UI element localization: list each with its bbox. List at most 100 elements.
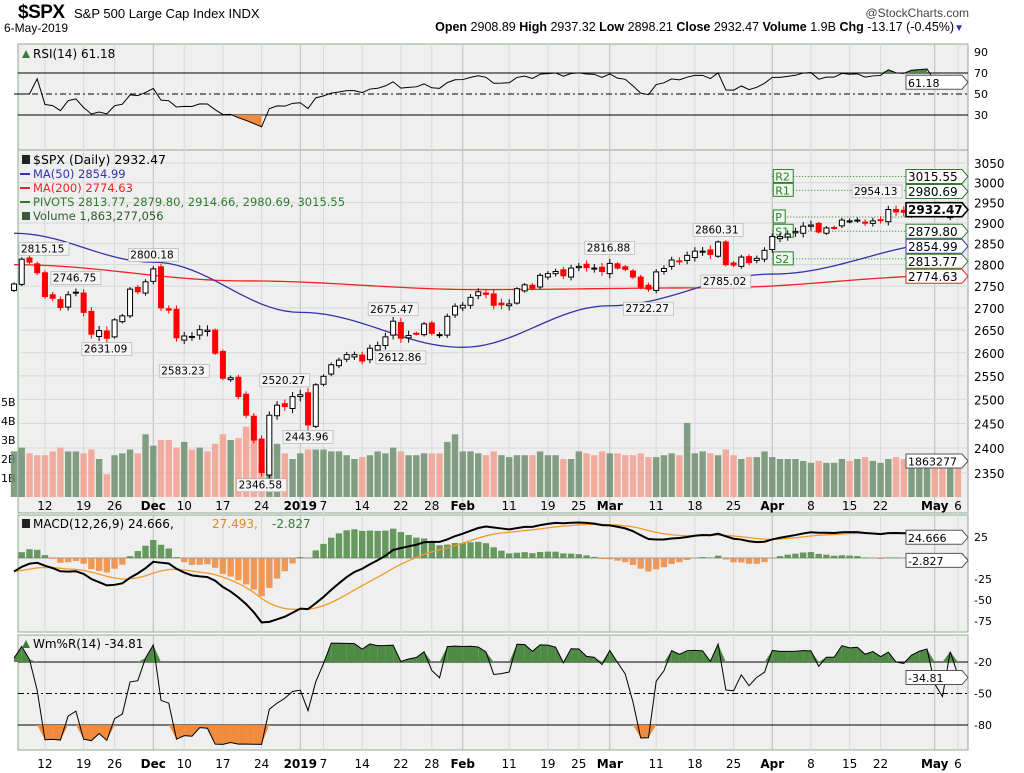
annotation-box	[158, 364, 210, 378]
volume-bar	[614, 453, 621, 497]
candle-body	[575, 265, 582, 269]
volume-value: 1.9B	[810, 20, 836, 34]
price-tag-label: 2813.77	[908, 255, 958, 269]
wmr-overbought-fill	[331, 643, 339, 662]
wmr-overbought-fill	[865, 651, 873, 662]
price-annotation: 2675.47	[370, 304, 413, 316]
volume-bar	[714, 455, 722, 497]
candle-body	[243, 393, 250, 416]
candle-body	[428, 322, 435, 334]
volume-bar	[629, 455, 637, 497]
macd-tag	[905, 529, 969, 545]
candle-body	[838, 219, 845, 227]
macd-histogram-bar	[111, 558, 118, 569]
candle-body	[614, 263, 621, 269]
macd-histogram-bar	[103, 558, 111, 573]
price-axis-tick: 3000	[974, 177, 1005, 191]
macd-line	[13, 521, 959, 624]
candle-body	[854, 219, 861, 222]
x-axis-tick: 22	[393, 499, 408, 513]
price-tag-label: 2854.99	[908, 240, 958, 254]
macd-histogram-bar	[722, 558, 730, 560]
wmr-overbought-fill	[772, 650, 780, 662]
candle-body	[513, 288, 520, 304]
price-axis-tick: 2750	[974, 280, 1005, 294]
rsi-oversold-fill	[246, 115, 254, 124]
wmr-overbought-fill	[950, 651, 958, 662]
candle-body	[660, 268, 667, 272]
price-tag	[905, 268, 969, 284]
candle-body	[158, 266, 165, 309]
macd-histogram-bar	[389, 528, 397, 558]
volume-bar	[683, 422, 691, 497]
low-value: 2898.21	[627, 20, 673, 34]
annotation-box	[236, 478, 287, 493]
volume-bar	[668, 453, 675, 497]
volume-bar	[111, 455, 118, 497]
price-annotation: 2346.58	[239, 480, 282, 492]
price-axis-tick: 2350	[974, 467, 1005, 481]
volume-bar	[343, 455, 350, 497]
macd-histogram-bar	[660, 558, 668, 568]
macd-histogram-bar	[126, 556, 134, 558]
wmr-oversold-fill	[60, 725, 69, 741]
volume-bar	[622, 455, 629, 497]
volume-legend: Volume 1,863,277,056	[33, 209, 164, 223]
x-axis-tick: 22	[873, 499, 888, 513]
macd-axis-tick: -50	[974, 594, 992, 607]
candle-body	[397, 322, 404, 339]
x-axis-tick-bottom: Mar	[597, 757, 623, 771]
wmr-oversold-fill	[222, 725, 231, 745]
macd-histogram-bar	[892, 557, 900, 558]
volume-bar	[482, 455, 490, 497]
x-axis-tick-bottom: 18	[687, 757, 702, 771]
volume-bar	[552, 455, 559, 497]
volume-bar	[467, 451, 474, 497]
chg-value: -13.17 (-0.45%)	[867, 20, 955, 34]
x-axis-tick-bottom: 11	[649, 757, 664, 771]
wmr-oversold-fill	[75, 725, 84, 740]
wmr-overbought-fill	[509, 644, 517, 662]
volume-bar	[57, 447, 64, 497]
volume-bar	[281, 453, 289, 497]
candle-body	[343, 354, 350, 360]
x-axis-tick-bottom: 6	[954, 757, 962, 771]
macd-histogram-bar	[683, 558, 691, 561]
volume-bar	[475, 453, 482, 497]
macd-histogram-bar	[181, 558, 188, 563]
macd-histogram-bar	[521, 552, 528, 558]
volume-bar	[204, 451, 211, 497]
pivots-legend: PIVOTS 2813.77, 2879.80, 2914.66, 2980.6…	[33, 195, 345, 209]
macd-histogram-bar	[575, 554, 583, 558]
volume-bar	[784, 459, 791, 497]
volume-bar	[18, 447, 25, 497]
volume-bar	[382, 453, 389, 497]
annotation-box	[623, 301, 674, 316]
x-axis-tick: 28	[424, 499, 439, 513]
candle-body	[738, 256, 745, 267]
price-axis-tick: 2650	[974, 324, 1005, 338]
x-axis-tick-bottom: 19	[76, 757, 91, 771]
macd-histogram-bar	[583, 555, 590, 558]
wmr-overbought-fill	[594, 657, 603, 662]
volume-bar	[505, 457, 513, 497]
macd-histogram-bar	[320, 543, 327, 558]
x-axis-tick: May	[921, 499, 949, 513]
candle-body	[80, 292, 87, 313]
pivot-label-box	[772, 209, 786, 224]
annotation-box	[375, 350, 427, 365]
x-axis-tick-bottom: 8	[807, 757, 815, 771]
x-axis-tick: 8	[807, 499, 815, 513]
macd-histogram-bar	[281, 558, 289, 572]
macd-histogram-bar	[606, 558, 613, 560]
volume-bar	[769, 457, 776, 497]
wmr-overbought-fill	[571, 648, 579, 662]
wmr-overbought-fill	[346, 643, 355, 662]
open-value: 2908.89	[470, 20, 516, 34]
wmr-axis-tick: -20	[974, 656, 992, 669]
volume-bar	[591, 455, 598, 497]
price-tag	[905, 201, 970, 218]
volume-bar	[41, 455, 49, 497]
price-tag-label: 2932.47	[908, 203, 963, 217]
candle-body	[281, 403, 288, 408]
